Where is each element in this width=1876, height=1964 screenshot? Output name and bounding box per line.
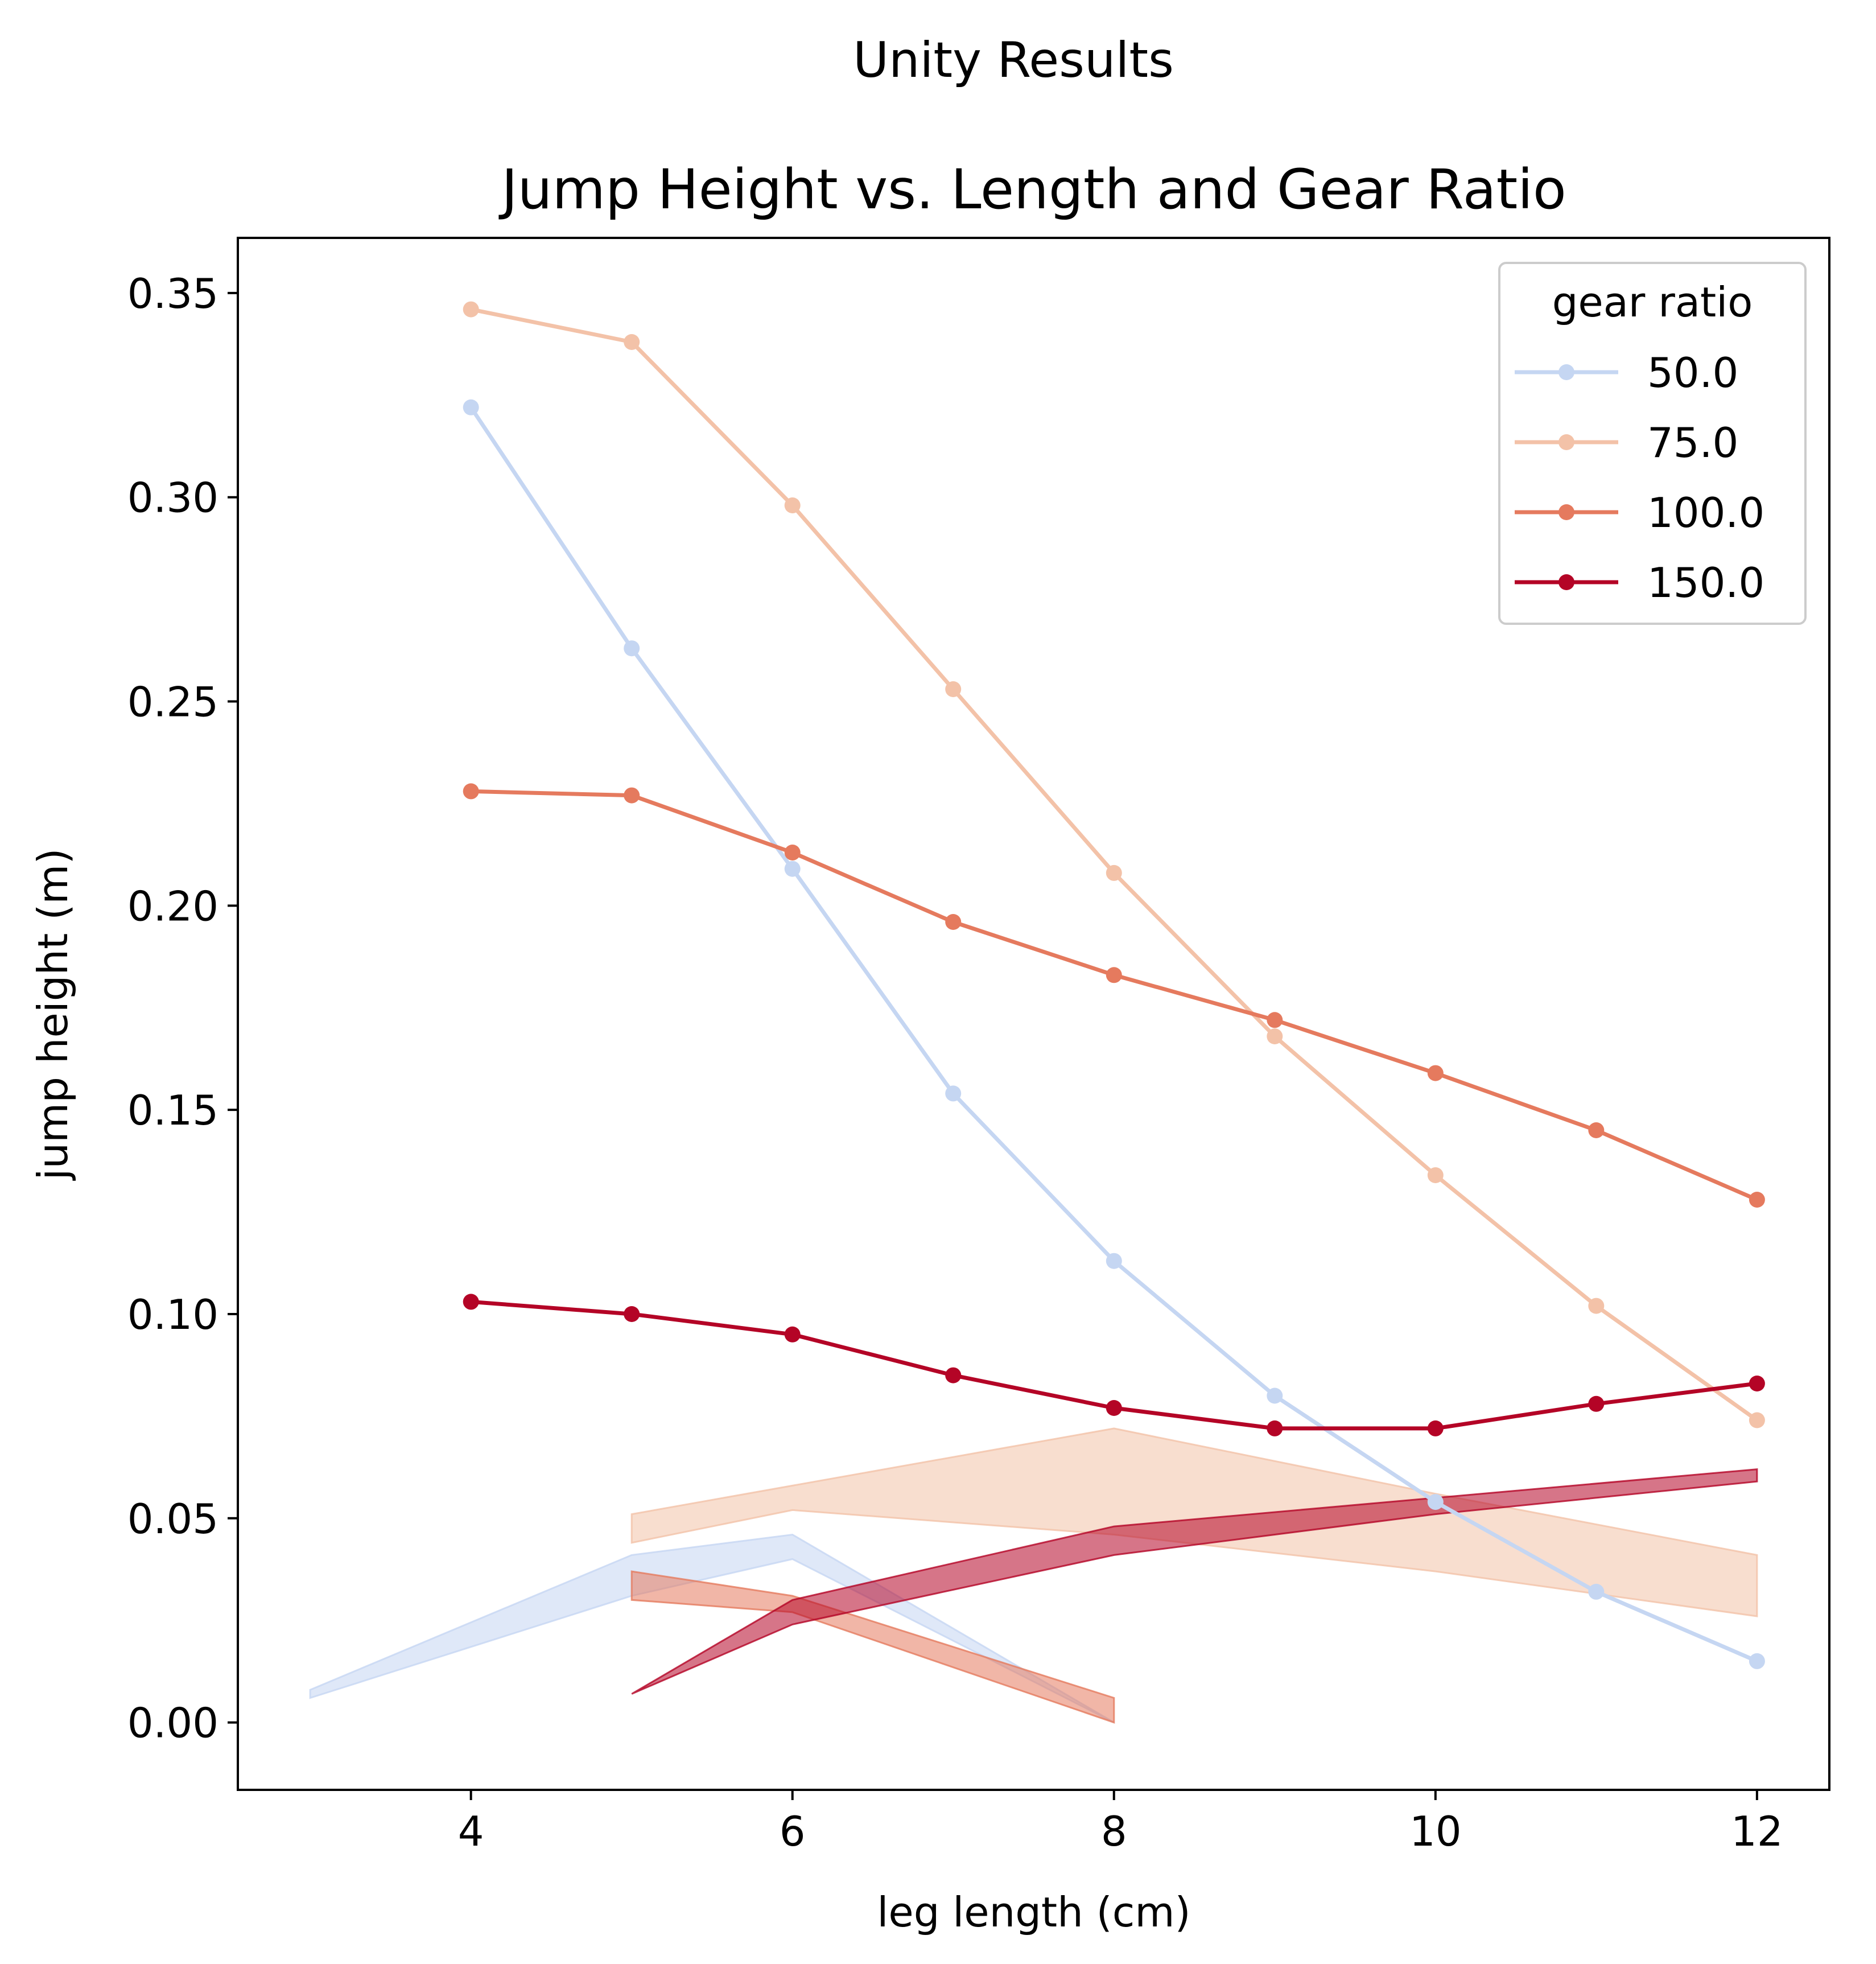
legend-label: 100.0: [1647, 489, 1764, 537]
y-tick-label: 0.10: [127, 1291, 218, 1339]
series-line-2: [469, 789, 1759, 1202]
data-point-2-3: [945, 914, 962, 930]
legend-entries: 50.0 75.0 100.0 150.0: [1515, 349, 1764, 607]
data-point-2-7: [1588, 1122, 1605, 1138]
data-point-3-6: [1427, 1420, 1444, 1436]
y-axis-label: jump height (m): [29, 848, 77, 1181]
data-point-1-0: [463, 301, 479, 318]
data-point-0-8: [1749, 1653, 1765, 1669]
data-point-1-4: [1106, 864, 1122, 881]
data-point-1-7: [1588, 1298, 1605, 1314]
data-point-3-1: [624, 1306, 640, 1322]
x-tick-label: 10: [1409, 1807, 1462, 1855]
data-point-2-1: [624, 787, 640, 804]
data-point-3-2: [784, 1326, 801, 1343]
data-point-1-8: [1749, 1412, 1765, 1428]
confidence-band-3: [631, 1468, 1758, 1695]
confidence-band-0: [309, 1533, 1115, 1723]
data-point-3-3: [945, 1367, 962, 1384]
data-point-1-5: [1267, 1028, 1283, 1044]
legend-swatch-marker: [1558, 504, 1574, 520]
data-point-1-1: [624, 334, 640, 350]
data-point-2-6: [1427, 1065, 1444, 1081]
data-point-0-2: [784, 860, 801, 877]
legend-swatch-marker: [1558, 574, 1574, 590]
data-point-2-4: [1106, 967, 1122, 983]
x-axis: 4 6 8 10 12: [458, 1790, 1783, 1855]
data-point-1-2: [784, 497, 801, 513]
data-point-2-0: [463, 783, 479, 800]
data-point-0-7: [1588, 1583, 1605, 1600]
y-axis: 0.00 0.05 0.10 0.15 0.20 0.25 0.30 0.35: [127, 270, 238, 1747]
x-tick-label: 8: [1101, 1807, 1127, 1855]
legend-box: [1498, 262, 1807, 625]
data-point-0-1: [624, 640, 640, 657]
legend-label: 150.0: [1647, 559, 1764, 607]
data-point-0-5: [1267, 1387, 1283, 1404]
data-point-2-5: [1267, 1012, 1283, 1028]
data-point-2-8: [1749, 1192, 1765, 1208]
plot-area-frame: [237, 237, 1830, 1791]
y-tick-label: 0.05: [127, 1495, 218, 1543]
chart-title: Jump Height vs. Length and Gear Ratio: [498, 158, 1566, 221]
data-point-3-4: [1106, 1400, 1122, 1416]
data-point-3-8: [1749, 1376, 1765, 1391]
data-point-0-6: [1427, 1494, 1444, 1510]
data-point-3-5: [1267, 1420, 1283, 1436]
data-point-0-0: [463, 399, 479, 415]
legend-label: 50.0: [1647, 349, 1738, 397]
data-point-1-6: [1427, 1167, 1444, 1183]
confidence-band-2: [630, 1570, 1115, 1724]
legend-swatch-marker: [1558, 434, 1574, 450]
y-tick-label: 0.00: [127, 1699, 218, 1747]
data-point-2-2: [784, 845, 801, 860]
x-tick-label: 4: [458, 1807, 484, 1855]
legend: gear ratio 50.0 75.0 100.0 150.0: [1498, 262, 1807, 625]
y-tick-label: 0.30: [127, 474, 218, 522]
legend-swatch-marker: [1558, 364, 1574, 380]
y-tick-label: 0.20: [127, 882, 218, 930]
x-tick-label: 6: [780, 1807, 806, 1855]
x-tick-label: 12: [1731, 1807, 1783, 1855]
chart-suptitle: Unity Results: [853, 32, 1174, 89]
x-axis-label: leg length (cm): [877, 1888, 1190, 1936]
data-point-1-3: [945, 681, 962, 697]
y-tick-label: 0.35: [127, 270, 218, 318]
y-tick-label: 0.25: [127, 678, 218, 726]
data-point-3-7: [1588, 1395, 1605, 1412]
series-markers: [463, 301, 1765, 1669]
confidence-bands: [309, 1427, 1758, 1724]
data-point-0-3: [945, 1085, 962, 1102]
data-point-3-0: [463, 1294, 479, 1310]
data-point-0-4: [1106, 1253, 1122, 1269]
y-tick-label: 0.15: [127, 1086, 218, 1134]
legend-title: gear ratio: [1552, 278, 1753, 326]
legend-label: 75.0: [1647, 419, 1738, 467]
